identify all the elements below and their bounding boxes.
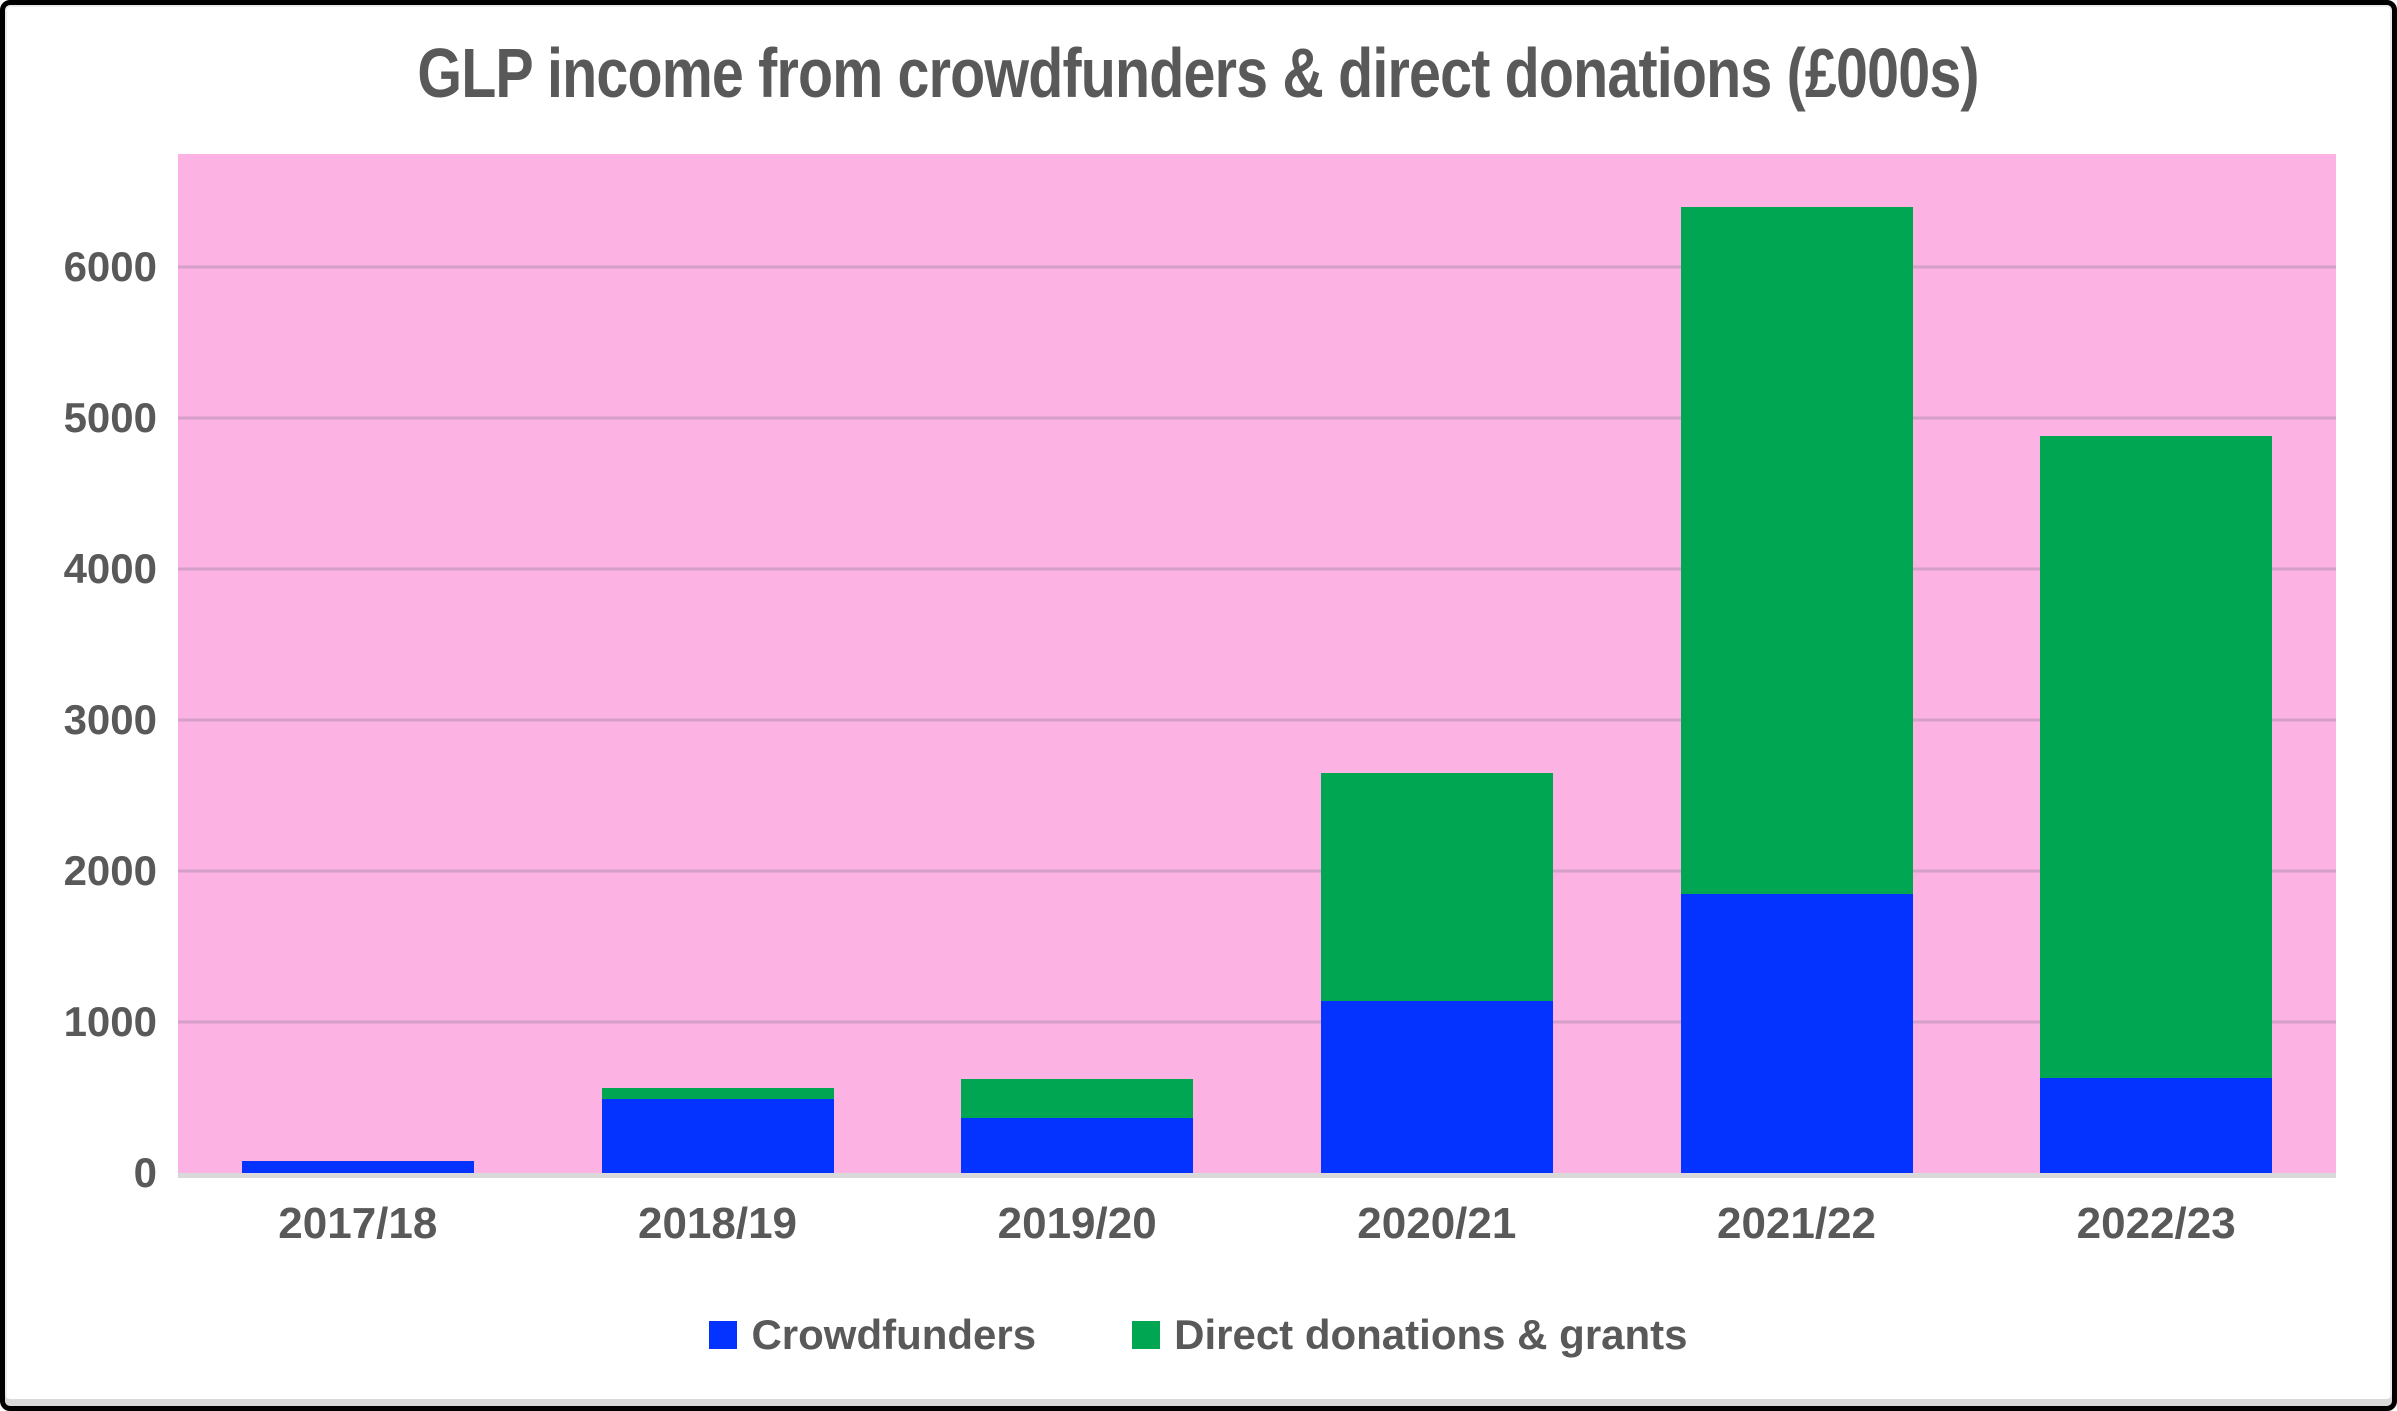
y-axis: 0 1000 2000 3000 4000 5000 6000 [5, 154, 157, 1194]
legend-label: Direct donations & grants [1174, 1311, 1688, 1358]
x-tick-label-2020-21: 2020/21 [1357, 1199, 1517, 1248]
x-tick-label-2017-18: 2017/18 [278, 1199, 438, 1248]
legend-swatch-icon [709, 1321, 738, 1349]
gridline-3000 [178, 718, 2336, 722]
x-tick-label-2018-19: 2018/19 [637, 1199, 798, 1248]
bar-segment-direct-2021-22 [1681, 207, 1913, 894]
gridline-2000 [178, 869, 2336, 873]
y-tick-label-2000: 2000 [63, 847, 157, 895]
bar-segment-crowdfunders-2020-21 [1321, 1001, 1553, 1173]
bar-segment-direct-2019-20 [961, 1079, 1193, 1118]
gridline-1000 [178, 1020, 2336, 1024]
bar-segment-crowdfunders-2022-23 [2040, 1078, 2272, 1173]
gridline-6000 [178, 265, 2336, 269]
bar-2020-21 [1321, 773, 1553, 1173]
bar-segment-direct-2022-23 [2040, 436, 2272, 1078]
bar-segment-direct-2018-19 [602, 1088, 834, 1099]
bar-segment-crowdfunders-2017-18 [242, 1161, 474, 1173]
gridline-5000 [178, 416, 2336, 420]
chart-title: GLP income from crowdfunders & direct do… [5, 33, 2392, 113]
y-tick-label-6000: 6000 [63, 243, 157, 291]
y-tick-label-1000: 1000 [63, 998, 157, 1046]
bar-2017-18 [242, 1161, 474, 1173]
plot-area [178, 154, 2336, 1178]
x-tick-label-2022-23: 2022/23 [2076, 1199, 2236, 1248]
bar-2021-22 [1681, 207, 1913, 1173]
y-tick-label-0: 0 [133, 1149, 157, 1196]
legend-swatch-icon [1132, 1321, 1161, 1349]
bar-2018-19 [602, 1088, 834, 1173]
chart-title-text: GLP income from crowdfunders & direct do… [417, 34, 1980, 112]
bar-segment-crowdfunders-2021-22 [1681, 894, 1913, 1173]
x-axis: 2017/18 2018/19 2019/20 2020/21 2021/22 2022/… [178, 1199, 2336, 1263]
gridline-4000 [178, 567, 2336, 571]
bar-segment-crowdfunders-2018-19 [602, 1099, 834, 1173]
y-tick-label-3000: 3000 [63, 696, 157, 744]
x-tick-label-2021-22: 2021/22 [1716, 1199, 1877, 1248]
legend-item-crowdfunders: Crowdfunders [709, 1311, 1036, 1359]
bar-segment-direct-2020-21 [1321, 773, 1553, 1001]
legend-label: Crowdfunders [751, 1311, 1037, 1358]
bar-segment-crowdfunders-2019-20 [961, 1118, 1193, 1173]
legend: Crowdfunders Direct donations & grants [5, 1303, 2392, 1367]
bar-2019-20 [961, 1079, 1193, 1173]
bar-2022-23 [2040, 436, 2272, 1173]
y-tick-label-5000: 5000 [63, 394, 157, 442]
y-tick-label-4000: 4000 [63, 545, 157, 593]
x-tick-label-2019-20: 2019/20 [997, 1199, 1157, 1248]
legend-item-direct: Direct donations & grants [1132, 1311, 1688, 1359]
